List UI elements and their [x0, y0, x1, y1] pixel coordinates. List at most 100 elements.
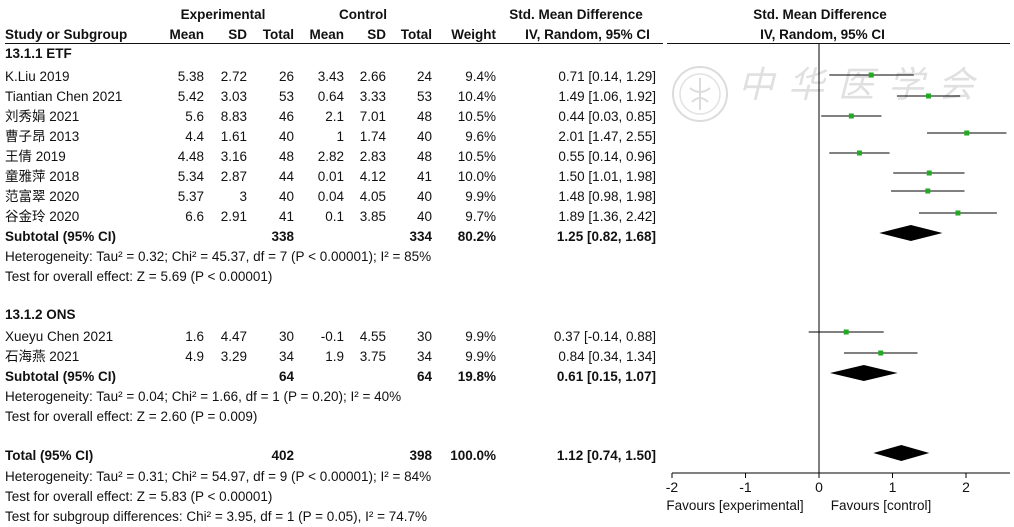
ctl-mean: 0.64 — [317, 89, 344, 104]
study-name: 曹子昂 2013 — [5, 129, 80, 144]
point-estimate — [925, 188, 931, 194]
ctl-total: 30 — [416, 329, 432, 344]
header-experimental: Experimental — [180, 7, 266, 22]
total-overall-effect: Test for overall effect: Z = 5.83 (P < 0… — [5, 489, 273, 504]
point-estimate — [856, 150, 862, 156]
group-title-etf: 13.1.1 ETF — [5, 46, 72, 61]
exp-total: 41 — [278, 209, 294, 224]
header-weight: Weight — [451, 27, 496, 42]
weight: 9.9% — [465, 349, 496, 364]
point-estimate — [955, 210, 961, 216]
subtotal-n1-etf: 338 — [271, 229, 294, 244]
ctl-mean: 3.43 — [317, 69, 344, 84]
study-name: 范富翠 2020 — [5, 189, 80, 204]
exp-total: 26 — [278, 69, 294, 84]
ctl-sd: 3.75 — [359, 349, 386, 364]
header-total1: Total — [262, 27, 294, 42]
exp-total: 48 — [278, 149, 294, 164]
ctl-mean: 0.01 — [317, 169, 344, 184]
ctl-mean: 1.9 — [325, 349, 344, 364]
overall-effect-etf: Test for overall effect: Z = 5.69 (P < 0… — [5, 269, 273, 284]
point-estimate — [868, 72, 874, 78]
point-estimate — [843, 329, 849, 335]
ctl-total: 40 — [416, 189, 432, 204]
total-weight: 100.0% — [450, 448, 496, 463]
study-name: K.Liu 2019 — [5, 69, 70, 84]
weight: 9.7% — [465, 209, 496, 224]
weight: 10.5% — [457, 109, 496, 124]
ctl-sd: 2.66 — [359, 69, 386, 84]
header-underline-left — [5, 43, 663, 44]
exp-sd: 3.29 — [220, 349, 247, 364]
exp-total: 53 — [278, 89, 294, 104]
smd-ci: 0.44 [0.03, 0.85] — [558, 109, 656, 124]
pooled-diamond — [873, 445, 930, 461]
smd-ci: 2.01 [1.47, 2.55] — [558, 129, 656, 144]
ctl-total: 40 — [416, 209, 432, 224]
point-estimate — [964, 130, 970, 136]
exp-sd: 1.61 — [220, 129, 247, 144]
smd-ci: 0.37 [-0.14, 0.88] — [553, 329, 656, 344]
exp-total: 40 — [278, 129, 294, 144]
smd-ci: 1.89 [1.36, 2.42] — [558, 209, 656, 224]
smd-ci: 1.48 [0.98, 1.98] — [558, 189, 656, 204]
header-mean1: Mean — [169, 27, 204, 42]
exp-mean: 5.42 — [177, 89, 204, 104]
weight: 10.4% — [457, 89, 496, 104]
exp-sd: 4.47 — [220, 329, 247, 344]
total-heterogeneity: Heterogeneity: Tau² = 0.31; Chi² = 54.97… — [5, 469, 432, 484]
header-control: Control — [339, 7, 387, 22]
point-estimate — [878, 350, 884, 356]
exp-sd: 3.16 — [220, 149, 247, 164]
heterogeneity-ons: Heterogeneity: Tau² = 0.04; Chi² = 1.66,… — [5, 389, 402, 404]
point-estimate — [926, 93, 932, 99]
ctl-total: 40 — [416, 129, 432, 144]
ctl-sd: 4.05 — [359, 189, 386, 204]
study-name: 刘秀娟 2021 — [5, 109, 80, 124]
exp-sd: 2.72 — [220, 69, 247, 84]
point-estimate — [848, 113, 854, 119]
exp-sd: 2.91 — [220, 209, 247, 224]
pooled-diamond — [830, 365, 898, 381]
header-sd1: SD — [228, 27, 247, 42]
ctl-total: 41 — [416, 169, 432, 184]
header-method-left: IV, Random, 95% CI — [525, 27, 650, 42]
exp-mean: 6.6 — [185, 209, 204, 224]
weight: 9.6% — [465, 129, 496, 144]
ctl-sd: 1.74 — [359, 129, 386, 144]
ctl-mean: 0.1 — [325, 209, 344, 224]
subtotal-n2-ons: 64 — [416, 369, 432, 384]
subgroup-differences: Test for subgroup differences: Chi² = 3.… — [5, 509, 427, 524]
watermark-text: 中华医学会 — [738, 65, 989, 106]
exp-total: 46 — [278, 109, 294, 124]
subtotal-label-ons: Subtotal (95% CI) — [5, 369, 117, 384]
header-sd2: SD — [367, 27, 386, 42]
x-tick-label: -1 — [739, 479, 752, 495]
subtotal-weight-etf: 80.2% — [457, 229, 496, 244]
ctl-mean: -0.1 — [320, 329, 344, 344]
x-tick-label: 2 — [962, 479, 970, 495]
study-name: Tiantian Chen 2021 — [5, 89, 123, 104]
exp-total: 30 — [278, 329, 294, 344]
exp-mean: 1.6 — [185, 329, 204, 344]
ctl-mean: 2.1 — [325, 109, 344, 124]
exp-mean: 5.37 — [177, 189, 204, 204]
ctl-sd: 4.12 — [359, 169, 386, 184]
ctl-mean: 0.04 — [317, 189, 344, 204]
ctl-mean: 2.82 — [317, 149, 344, 164]
smd-ci: 0.71 [0.14, 1.29] — [558, 69, 656, 84]
exp-mean: 4.9 — [185, 349, 204, 364]
exp-mean: 4.48 — [177, 149, 204, 164]
exp-mean: 5.34 — [177, 169, 204, 184]
exp-mean: 5.38 — [177, 69, 204, 84]
ctl-sd: 3.85 — [359, 209, 386, 224]
header-study: Study or Subgroup — [5, 27, 128, 42]
pooled-diamond — [879, 225, 943, 241]
exp-mean: 4.4 — [185, 129, 204, 144]
ctl-total: 48 — [416, 149, 432, 164]
total-label: Total (95% CI) — [5, 448, 94, 463]
header-smd-right: Std. Mean Difference — [753, 7, 887, 22]
smd-ci: 1.49 [1.06, 1.92] — [558, 89, 656, 104]
exp-sd: 2.87 — [220, 169, 247, 184]
header-method-right: IV, Random, 95% CI — [760, 27, 885, 42]
